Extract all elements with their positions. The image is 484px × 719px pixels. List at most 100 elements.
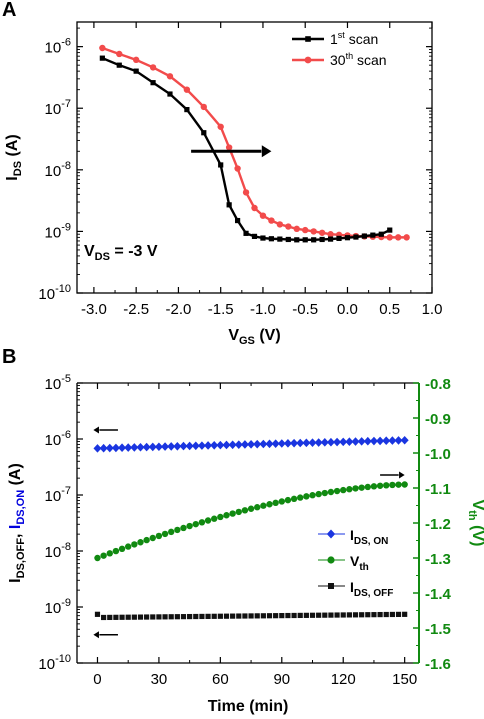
data-point <box>353 234 359 240</box>
legend-entry: 30th scan <box>330 51 387 68</box>
data-point <box>254 504 261 511</box>
data-point <box>291 612 297 619</box>
data-point <box>99 44 106 52</box>
data-point <box>94 554 101 562</box>
data-point <box>234 440 243 449</box>
data-point <box>309 612 316 618</box>
data-point <box>383 611 389 618</box>
data-point <box>327 231 334 238</box>
data-point <box>132 56 140 64</box>
data-point <box>251 233 258 239</box>
data-point <box>225 144 233 151</box>
legend-entry: Vth <box>350 553 369 573</box>
data-point <box>150 80 156 86</box>
data-point <box>328 612 334 618</box>
vds-annotation: VDS = -3 V <box>84 243 158 263</box>
data-point <box>352 485 359 492</box>
data-point <box>285 612 291 619</box>
legend-marker <box>326 529 336 539</box>
data-point <box>388 436 397 445</box>
data-point <box>166 73 174 80</box>
data-point <box>149 534 156 542</box>
data-point <box>303 612 309 618</box>
data-point <box>386 234 393 241</box>
series-30th-scan <box>99 44 410 241</box>
data-point <box>124 543 132 550</box>
data-point <box>277 236 283 242</box>
y2-tick-label: -1.1 <box>425 481 451 498</box>
data-point <box>243 230 249 236</box>
x-tick-label: -0.5 <box>292 301 318 318</box>
data-point <box>124 443 133 452</box>
data-point <box>142 442 151 452</box>
data-point <box>333 487 341 495</box>
data-point <box>113 614 119 620</box>
data-point <box>251 204 258 212</box>
x-tick-label: 90 <box>273 671 290 688</box>
data-point <box>154 442 163 452</box>
y2-tick-label: -1.0 <box>425 446 451 463</box>
series-ids-on <box>93 435 409 453</box>
data-point <box>389 481 396 489</box>
panel-b-chart: 0 30 60 90 120 150 10-10 10-9 10-8 10-7 10-6 10-5 -1… <box>7 373 484 715</box>
data-point <box>303 493 310 500</box>
plot-frame <box>76 21 433 294</box>
data-point <box>254 613 260 619</box>
y2-tick-label: -1.3 <box>425 551 451 568</box>
data-point <box>302 438 311 448</box>
data-point <box>394 436 403 445</box>
x-tick-label: -2.5 <box>123 301 149 318</box>
data-point <box>297 612 303 619</box>
data-point <box>192 520 199 528</box>
data-point <box>260 613 266 619</box>
y-tick-label: 10-8 <box>45 541 71 561</box>
data-point <box>340 486 347 494</box>
data-point <box>204 441 213 450</box>
data-point <box>308 438 317 447</box>
x-tick-label: -1.0 <box>250 301 276 318</box>
legend-entry: 1st scan <box>330 30 378 47</box>
data-point <box>211 515 218 522</box>
panel-b-label: B <box>2 346 16 368</box>
data-point <box>389 611 395 618</box>
data-point <box>173 441 182 451</box>
y2-tick-label: -1.4 <box>425 586 452 603</box>
data-point <box>197 441 206 450</box>
data-point <box>268 236 275 242</box>
data-point <box>100 552 107 559</box>
arrow-vth-head <box>399 471 405 479</box>
data-point <box>290 495 298 503</box>
data-point <box>322 612 328 618</box>
x-tick-label: -3.0 <box>81 301 107 318</box>
x-axis-label: VGS (V) <box>228 327 280 347</box>
data-point <box>105 443 114 453</box>
data-point <box>167 91 173 97</box>
data-point <box>279 613 285 619</box>
data-point <box>319 236 325 243</box>
data-point <box>268 217 275 224</box>
data-point <box>297 494 304 501</box>
data-point <box>369 436 378 446</box>
data-point <box>149 64 157 71</box>
data-point <box>284 496 292 504</box>
panel-a-label: A <box>2 0 16 21</box>
data-point <box>228 440 237 450</box>
arrow-ids-on-head <box>93 426 99 434</box>
data-point <box>210 440 219 450</box>
y2-tick-label: -1.5 <box>425 621 451 638</box>
data-point <box>271 439 280 448</box>
panel-a-chart: -3.0 -2.5 -2.0 -1.5 -1.0 -0.5 0.0 0.5 1.0 10-10 10… <box>4 21 442 347</box>
data-point <box>187 613 193 620</box>
data-point <box>277 439 286 448</box>
data-point <box>253 439 262 449</box>
data-point <box>273 613 279 619</box>
data-point <box>131 614 137 620</box>
data-point <box>361 233 367 239</box>
data-point <box>136 442 145 452</box>
data-point <box>107 614 113 621</box>
data-point <box>229 510 236 517</box>
data-point <box>340 612 346 618</box>
x-tick-label: 0.5 <box>379 301 400 318</box>
legend-marker <box>304 56 312 64</box>
x-tick-label: 30 <box>151 671 168 688</box>
